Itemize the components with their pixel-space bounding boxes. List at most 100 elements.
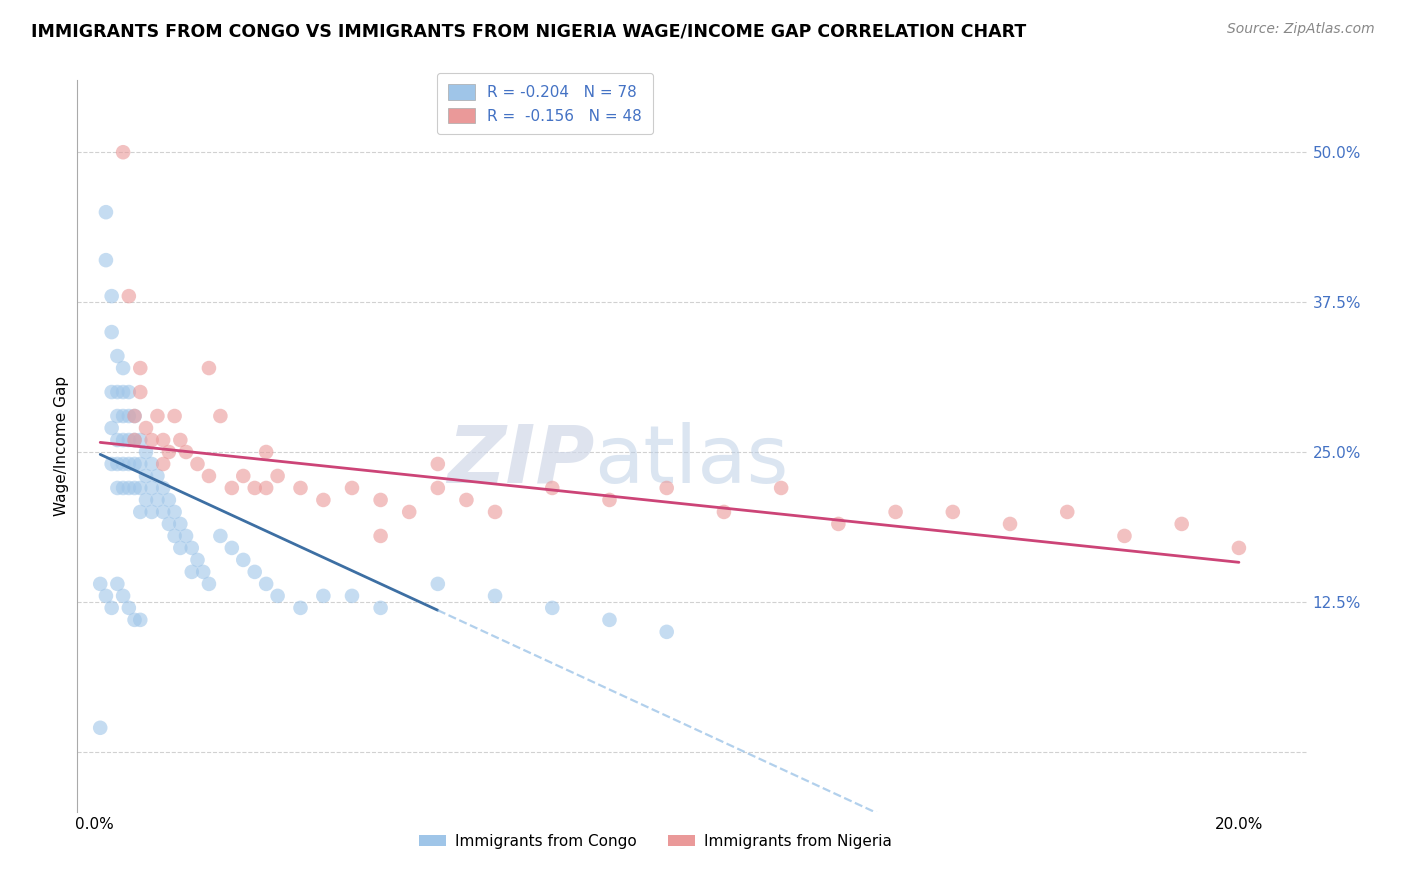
Point [129, 505, 152, 519]
Point [105, 349, 128, 363]
Point [112, 385, 135, 400]
Y-axis label: Wage/Income Gap: Wage/Income Gap [53, 376, 69, 516]
Point [884, 505, 907, 519]
Point [169, 541, 191, 555]
Point [254, 445, 277, 459]
Point [484, 589, 506, 603]
Point [124, 409, 146, 423]
Point [141, 457, 163, 471]
Point [124, 457, 146, 471]
Point [129, 613, 152, 627]
Point [163, 409, 186, 423]
Point [105, 481, 128, 495]
Point [124, 613, 146, 627]
Point [193, 565, 215, 579]
Point [105, 433, 128, 447]
Point [426, 457, 449, 471]
Point [94, 205, 117, 219]
Point [180, 541, 202, 555]
Point [370, 529, 392, 543]
Point [174, 445, 197, 459]
Point [157, 516, 180, 531]
Text: atlas: atlas [595, 422, 789, 500]
Point [713, 505, 735, 519]
Point [221, 541, 243, 555]
Point [94, 589, 117, 603]
Text: ZIP: ZIP [447, 422, 595, 500]
Point [135, 469, 157, 483]
Point [340, 481, 363, 495]
Point [100, 325, 122, 339]
Point [655, 624, 678, 639]
Point [152, 457, 174, 471]
Legend: Immigrants from Congo, Immigrants from Nigeria: Immigrants from Congo, Immigrants from N… [413, 828, 898, 855]
Point [163, 505, 186, 519]
Point [221, 481, 243, 495]
Point [340, 589, 363, 603]
Text: IMMIGRANTS FROM CONGO VS IMMIGRANTS FROM NIGERIA WAGE/INCOME GAP CORRELATION CHA: IMMIGRANTS FROM CONGO VS IMMIGRANTS FROM… [31, 22, 1026, 40]
Point [135, 421, 157, 435]
Point [290, 600, 312, 615]
Point [124, 433, 146, 447]
Point [198, 577, 221, 591]
Point [598, 492, 620, 507]
Point [141, 481, 163, 495]
Text: Source: ZipAtlas.com: Source: ZipAtlas.com [1227, 22, 1375, 37]
Point [129, 481, 152, 495]
Point [426, 481, 449, 495]
Point [827, 516, 849, 531]
Point [129, 433, 152, 447]
Point [598, 613, 620, 627]
Point [135, 492, 157, 507]
Point [169, 516, 191, 531]
Point [124, 409, 146, 423]
Point [118, 600, 141, 615]
Point [209, 529, 232, 543]
Point [186, 553, 208, 567]
Point [254, 481, 277, 495]
Point [1227, 541, 1250, 555]
Point [118, 289, 141, 303]
Point [100, 421, 122, 435]
Point [146, 409, 169, 423]
Point [198, 361, 221, 376]
Point [94, 253, 117, 268]
Point [942, 505, 965, 519]
Point [118, 457, 141, 471]
Point [1114, 529, 1136, 543]
Point [112, 457, 135, 471]
Point [135, 445, 157, 459]
Point [100, 457, 122, 471]
Point [157, 492, 180, 507]
Point [243, 481, 266, 495]
Point [129, 385, 152, 400]
Point [89, 577, 111, 591]
Point [370, 492, 392, 507]
Point [266, 589, 288, 603]
Point [290, 481, 312, 495]
Point [254, 577, 277, 591]
Point [243, 565, 266, 579]
Point [118, 409, 141, 423]
Point [118, 481, 141, 495]
Point [112, 409, 135, 423]
Point [105, 409, 128, 423]
Point [198, 469, 221, 483]
Point [426, 577, 449, 591]
Point [209, 409, 232, 423]
Point [124, 481, 146, 495]
Point [655, 481, 678, 495]
Point [174, 529, 197, 543]
Point [541, 600, 564, 615]
Point [370, 600, 392, 615]
Point [89, 721, 111, 735]
Point [129, 457, 152, 471]
Point [141, 433, 163, 447]
Point [998, 516, 1021, 531]
Point [232, 553, 254, 567]
Point [152, 505, 174, 519]
Point [100, 385, 122, 400]
Point [129, 361, 152, 376]
Point [163, 529, 186, 543]
Point [266, 469, 288, 483]
